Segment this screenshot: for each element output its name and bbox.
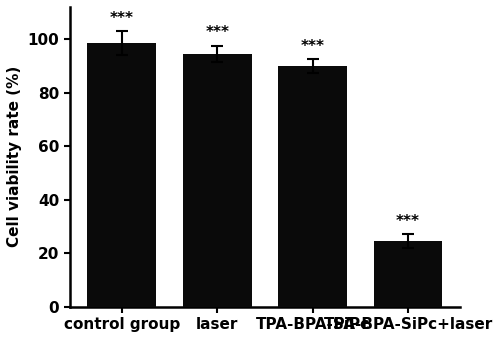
Text: ***: *** <box>110 11 134 26</box>
Bar <box>278 66 347 307</box>
Y-axis label: Cell viability rate (%): Cell viability rate (%) <box>7 66 22 247</box>
Bar <box>374 241 442 307</box>
Text: ***: *** <box>205 25 229 40</box>
Bar <box>183 54 252 307</box>
Text: ***: *** <box>396 214 420 229</box>
Text: ***: *** <box>300 39 324 54</box>
Bar <box>88 43 156 307</box>
